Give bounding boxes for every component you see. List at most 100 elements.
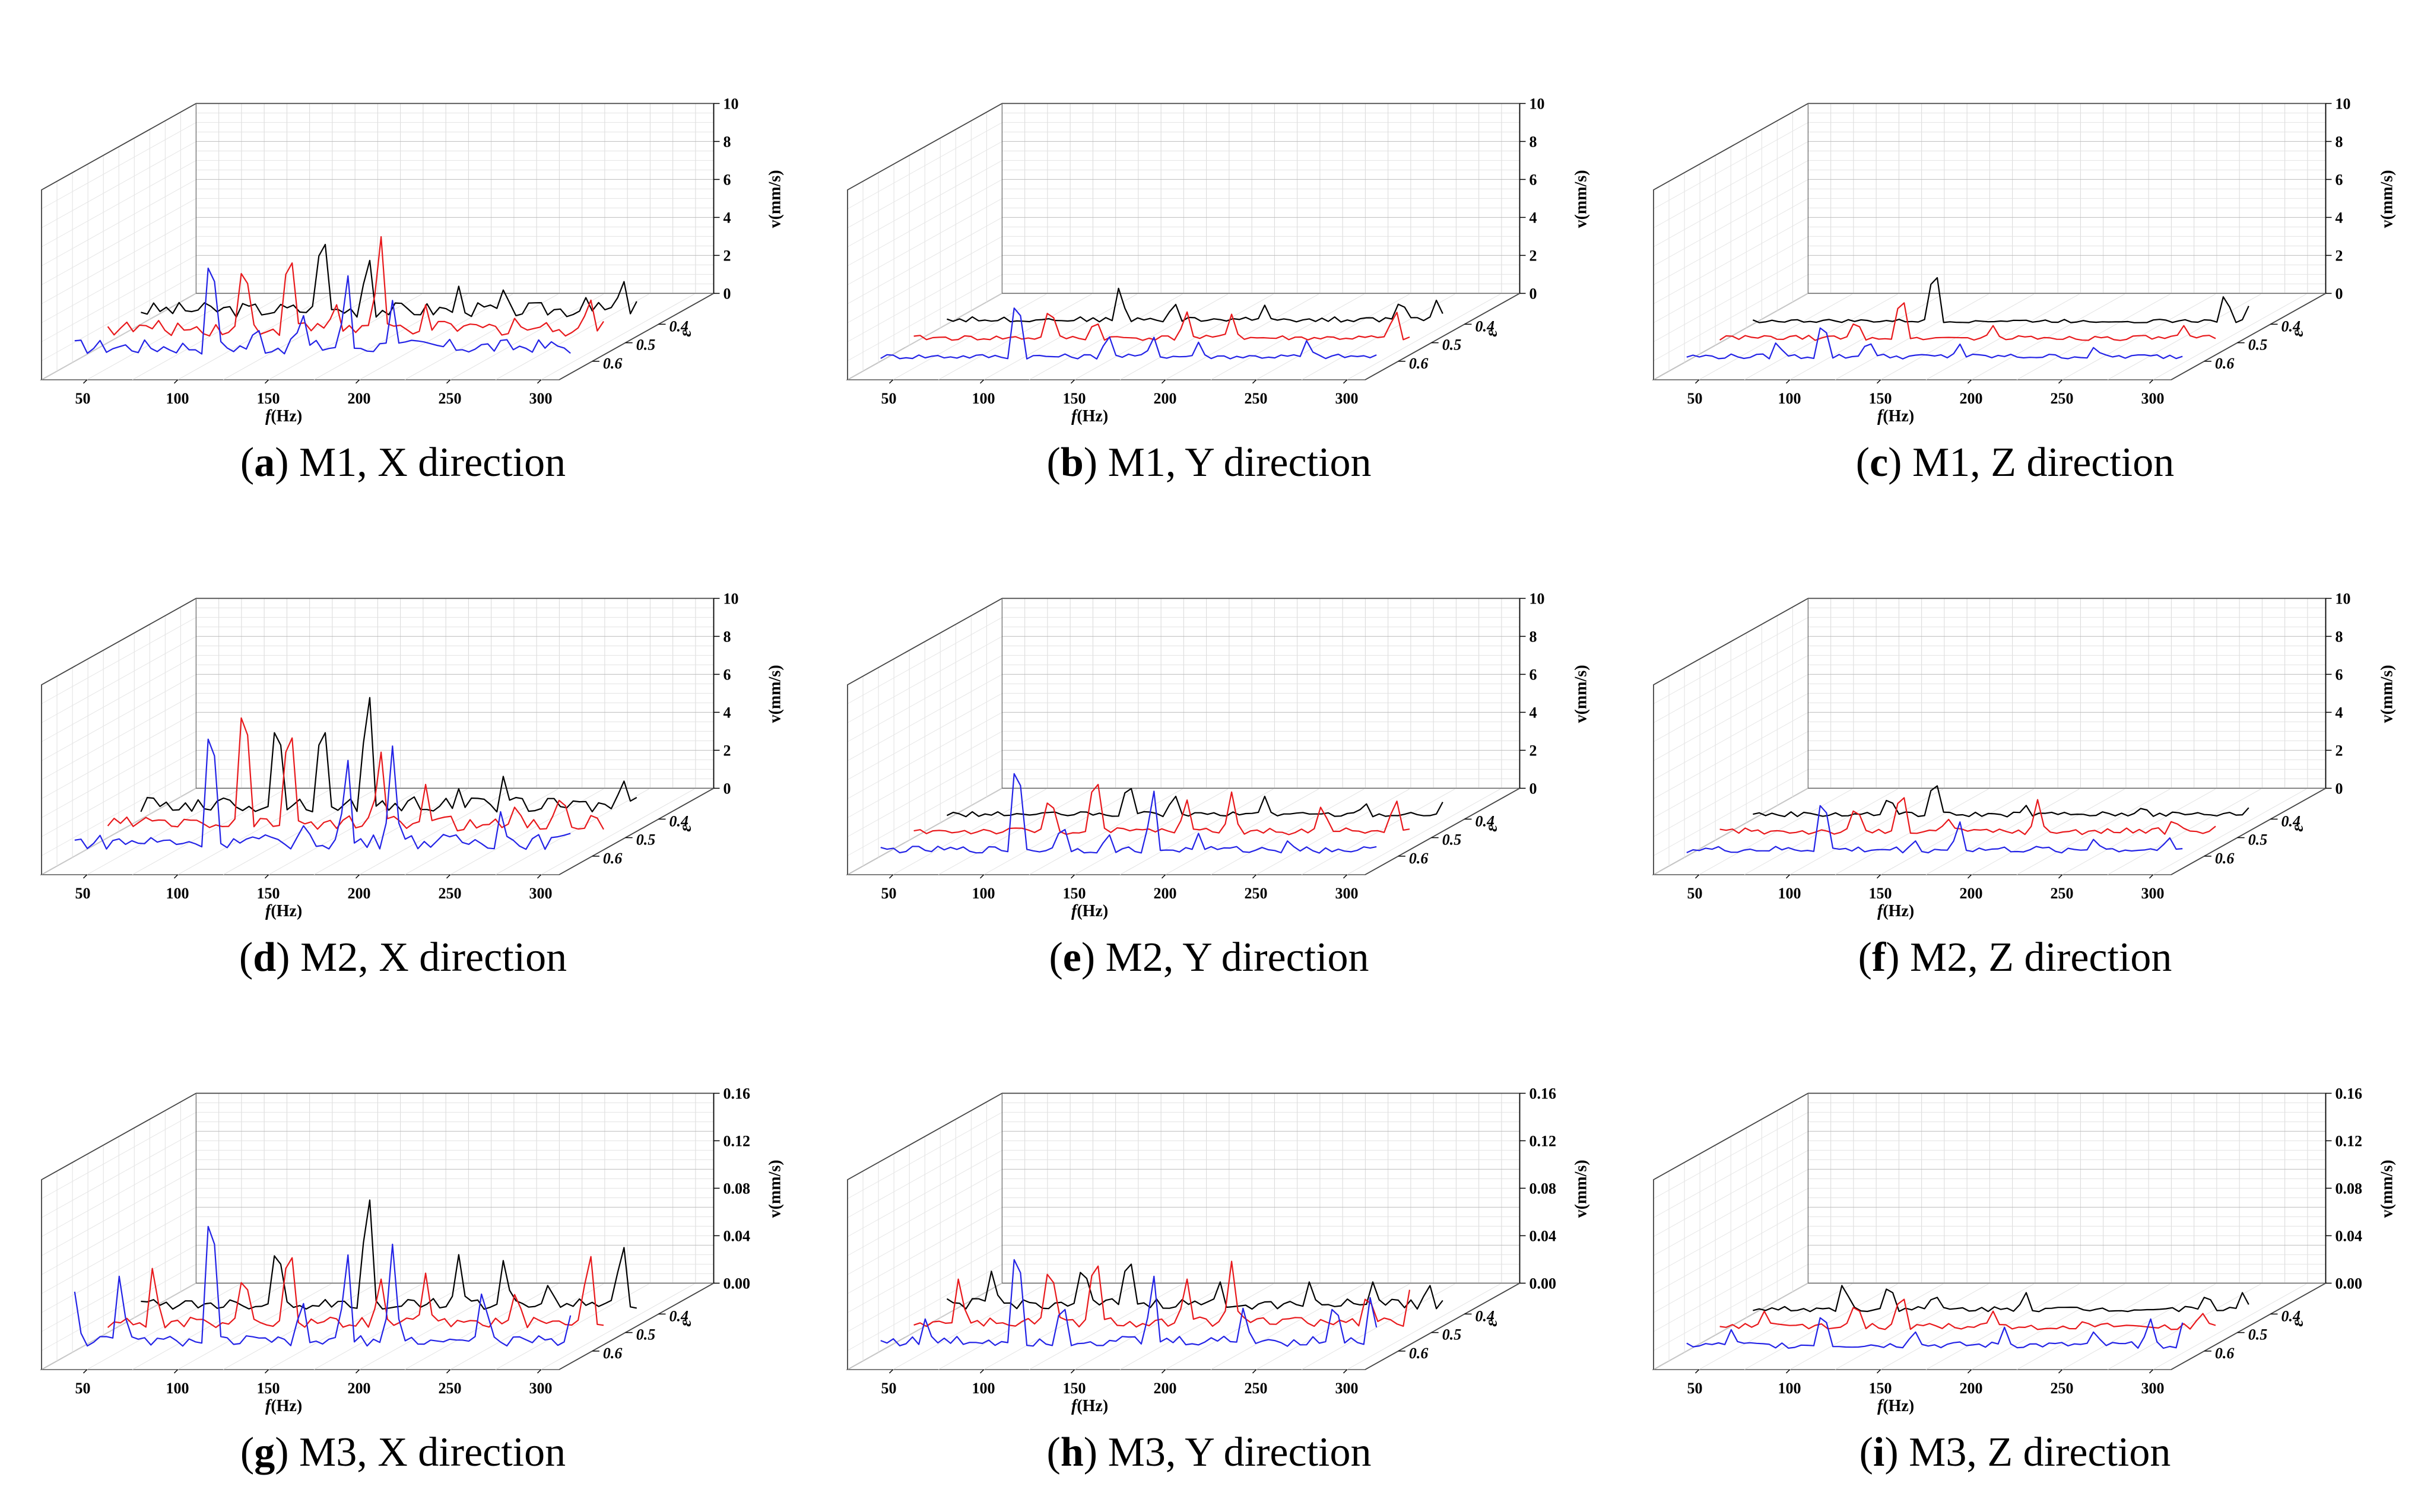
x-tick xyxy=(82,874,88,879)
chart-b: 0 2 4 6 8 10 v(mm/s) 50 100 150 200 250 300 f(Hz) 0.4 0… xyxy=(846,95,1591,425)
x-tick xyxy=(1070,1369,1075,1374)
x-tick-label: 300 xyxy=(529,390,553,407)
x-tick-label: 150 xyxy=(257,885,280,902)
x-tick-label: 150 xyxy=(1063,885,1086,902)
panel-g: 0.00 0.04 0.08 0.12 0.16 v(mm/s) 50 100 150 200 25… xyxy=(0,990,806,1484)
z-tick-label: 0 xyxy=(2336,780,2343,797)
x-tick xyxy=(446,874,451,879)
series-line-0.5 xyxy=(107,236,604,337)
z-tick-label: 8 xyxy=(2336,133,2343,150)
chart-g: 0.00 0.04 0.08 0.12 0.16 v(mm/s) 50 100 150 200 25… xyxy=(40,1085,785,1415)
x-tick-label: 300 xyxy=(1335,1380,1359,1397)
x-tick-label: 200 xyxy=(1154,885,1177,902)
z-tick-label: 4 xyxy=(1530,704,1537,721)
series-line-0.4 xyxy=(141,1199,637,1310)
x-tick-label: 200 xyxy=(348,1380,371,1397)
series-line-0.5 xyxy=(913,1260,1411,1328)
x-axis-label: f(Hz) xyxy=(1877,902,1914,920)
z-axis-label: v(mm/s) xyxy=(1572,170,1591,228)
x-axis-label: f(Hz) xyxy=(1877,1397,1914,1415)
x-tick-label: 50 xyxy=(881,390,897,407)
z-axis-label: v(mm/s) xyxy=(2378,1160,2397,1218)
x-tick xyxy=(979,1369,985,1374)
x-tick xyxy=(1343,1369,1348,1374)
z-tick-label: 0.04 xyxy=(724,1227,751,1244)
x-axis-label: f(Hz) xyxy=(1877,407,1914,425)
series-line-0.5 xyxy=(1719,302,2216,341)
z-tick-label: 10 xyxy=(1530,590,1545,607)
x-tick-label: 50 xyxy=(1687,885,1703,902)
z-tick-label: 6 xyxy=(2336,666,2343,683)
chart-h: 0.00 0.04 0.08 0.12 0.16 v(mm/s) 50 100 150 200 25… xyxy=(846,1085,1591,1415)
z-tick-label: 2 xyxy=(724,742,731,759)
x-tick xyxy=(1694,1369,1700,1374)
x-tick xyxy=(264,1369,269,1374)
x-tick-label: 250 xyxy=(1245,390,1268,407)
z-axis-label: v(mm/s) xyxy=(2378,665,2397,723)
x-axis-label: f(Hz) xyxy=(1071,1397,1108,1415)
z-tick-label: 0 xyxy=(724,285,731,302)
box-frame xyxy=(1653,1092,2327,1370)
caption-d: (d) M2, X direction xyxy=(239,935,567,980)
x-tick-label: 150 xyxy=(257,1380,280,1397)
depth-tick-label: 0.4 xyxy=(1475,812,1495,830)
box-frame xyxy=(41,103,715,380)
x-tick xyxy=(1694,379,1700,384)
panel-d: 0 2 4 6 8 10 v(mm/s) 50 100 150 200 250 300 f(Hz) 0.4 0… xyxy=(0,495,806,989)
depth-tick-label: 0.6 xyxy=(603,1345,623,1362)
depth-tick-label: 0.5 xyxy=(636,336,656,354)
z-tick-label: 10 xyxy=(724,590,739,607)
back-wall-grid xyxy=(1653,1092,2326,1370)
z-tick-label: 2 xyxy=(2336,247,2343,264)
z-tick-label: 10 xyxy=(2336,590,2351,607)
depth-axis-label: ε xyxy=(1483,1320,1501,1327)
x-tick xyxy=(1785,1369,1791,1374)
x-tick xyxy=(1967,1369,1972,1374)
x-tick xyxy=(1161,1369,1166,1374)
x-tick xyxy=(173,874,179,879)
z-axis-label: v(mm/s) xyxy=(766,1160,785,1218)
x-tick xyxy=(173,1369,179,1374)
x-tick-label: 300 xyxy=(2141,1380,2165,1397)
x-tick xyxy=(82,1369,88,1374)
back-wall-grid xyxy=(1653,103,2326,380)
panel-h: 0.00 0.04 0.08 0.12 0.16 v(mm/s) 50 100 150 200 25… xyxy=(806,990,1612,1484)
z-tick-label: 8 xyxy=(1530,628,1537,645)
box-frame xyxy=(847,598,1521,875)
panel-b: 0 2 4 6 8 10 v(mm/s) 50 100 150 200 250 300 f(Hz) 0.4 0… xyxy=(806,0,1612,494)
z-tick-label: 0.00 xyxy=(1530,1275,1557,1292)
x-tick-label: 150 xyxy=(1869,390,1892,407)
x-tick xyxy=(979,379,985,384)
series-line-0.5 xyxy=(913,311,1410,341)
x-tick xyxy=(1252,379,1257,384)
series-line-0.5 xyxy=(1719,1298,2216,1330)
x-tick xyxy=(888,874,894,879)
x-tick-label: 50 xyxy=(881,1380,897,1397)
z-tick-label: 10 xyxy=(1530,95,1545,112)
depth-axis-label: ε xyxy=(677,1320,695,1327)
z-tick-label: 10 xyxy=(2336,95,2351,112)
z-tick-label: 2 xyxy=(724,247,731,264)
x-axis-label: f(Hz) xyxy=(265,407,302,425)
x-tick-label: 50 xyxy=(75,390,91,407)
x-tick-label: 100 xyxy=(1778,1380,1801,1397)
depth-tick-label: 0.6 xyxy=(603,355,623,372)
x-tick xyxy=(2149,379,2154,384)
x-tick xyxy=(1070,379,1075,384)
z-tick-label: 8 xyxy=(2336,628,2343,645)
depth-tick-label: 0.6 xyxy=(1409,355,1429,372)
x-tick xyxy=(1252,1369,1257,1374)
z-tick-label: 2 xyxy=(1530,247,1537,264)
x-tick xyxy=(2058,1369,2063,1374)
x-tick-label: 200 xyxy=(348,885,371,902)
back-wall-grid xyxy=(847,598,1520,875)
series-line-0.6 xyxy=(1686,805,2183,854)
depth-tick-label: 0.5 xyxy=(2248,336,2268,354)
depth-tick-label: 0.6 xyxy=(2215,1345,2235,1362)
x-tick-label: 250 xyxy=(439,1380,462,1397)
x-tick xyxy=(264,874,269,879)
x-tick xyxy=(537,379,542,384)
x-tick-label: 100 xyxy=(166,390,189,407)
caption-b: (b) M1, Y direction xyxy=(1046,440,1372,485)
x-axis-label: f(Hz) xyxy=(265,1397,302,1415)
